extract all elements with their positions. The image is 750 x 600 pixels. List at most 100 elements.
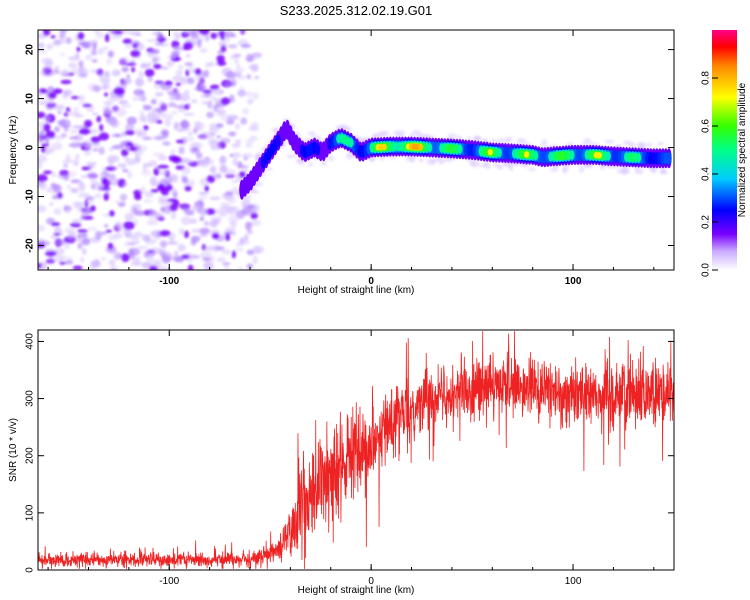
halo-blob [634,167,644,175]
halo-blob [659,170,669,174]
halo-blob [549,167,559,172]
ridge-blob [487,149,493,156]
noise-blob [143,162,149,167]
halo-blob [507,136,513,142]
y-tick-label: 200 [25,447,36,464]
noise-blob [224,227,237,232]
noise-blob [165,180,172,185]
noise-blob [192,147,198,152]
noise-blob [115,108,127,117]
noise-blob [221,67,233,77]
y-tick-label: 0 [25,567,36,573]
noise-blob [206,61,219,67]
noise-blob [67,171,77,177]
noise-blob [65,37,72,44]
noise-blob [78,60,84,68]
noise-blob [153,82,161,90]
noise-blob [237,266,244,270]
snr-line [38,331,674,569]
halo-blob [508,164,514,172]
noise-blob [231,186,241,195]
halo-blob [263,167,274,171]
noise-blob [209,84,220,90]
noise-blob [219,164,228,173]
noise-blob [68,256,73,265]
noise-blob [50,35,56,39]
noise-blob [38,121,45,130]
noise-blob [232,152,242,157]
noise-blob [92,112,99,116]
colorbar-tick-label: 0.2 [701,215,712,229]
noise-blob [235,123,241,130]
noise-blob [138,70,145,78]
halo-blob [490,138,497,144]
noise-blob [198,134,208,140]
noise-blob [126,116,137,125]
noise-blob [194,68,202,75]
noise-blob [131,67,136,73]
noise-blob [158,42,170,47]
noise-blob [38,160,43,169]
halo-blob [646,143,653,147]
noise-blob [119,56,130,64]
noise-blob [150,99,157,104]
noise-blob [150,176,157,185]
noise-blob [182,159,195,165]
noise-blob [124,62,137,66]
chart-title: S233.2025.312.02.19.G01 [280,3,433,18]
noise-blob [194,87,205,91]
noise-blob [187,264,194,270]
noise-blob [90,52,97,57]
halo-blob [628,142,636,149]
noise-blob [121,66,129,73]
noise-blob [162,141,171,146]
noise-blob [210,97,218,101]
halo-blob [507,162,514,166]
colorbar-label: Normalized spectral amplitude [737,82,748,217]
noise-blob [59,30,68,33]
ridge-blob [348,138,354,148]
noise-blob [84,150,92,156]
noise-blob [179,120,190,129]
noise-blob [42,72,54,77]
noise-blob [174,57,182,61]
x-tick-label: 100 [565,576,582,587]
halo-blob [343,128,353,132]
noise-blob [60,79,72,85]
noise-blob [159,240,168,248]
ridge-blob [275,134,281,147]
snr-xlabel: Height of straight line (km) [298,585,415,596]
noise-blob [185,53,191,58]
noise-blob [86,170,98,179]
y-tick-label: 10 [25,93,36,105]
noise-blob [199,216,204,222]
noise-blob [66,111,78,117]
noise-blob [133,231,143,237]
noise-blob [66,184,72,190]
halo-blob [426,135,436,139]
noise-blob [47,254,54,263]
noise-blob [88,83,99,92]
noise-blob [160,102,167,107]
noise-blob [120,132,127,138]
noise-blob [54,239,66,246]
noise-blob [216,257,226,263]
noise-blob [199,234,208,238]
noise-blob [196,158,208,167]
ridge-blob [533,151,539,161]
noise-blob [174,251,179,256]
noise-blob [154,92,164,96]
noise-blob [133,218,139,226]
noise-blob [99,77,111,84]
noise-blob [84,119,93,128]
noise-blob [70,188,79,194]
noise-blob [149,48,160,54]
noise-blob [157,164,170,169]
noise-blob [206,111,215,119]
noise-blob [68,56,79,61]
noise-blob [85,141,93,150]
noise-blob [59,261,66,265]
noise-blob [250,219,261,227]
noise-blob [209,165,217,174]
noise-blob [212,106,224,114]
